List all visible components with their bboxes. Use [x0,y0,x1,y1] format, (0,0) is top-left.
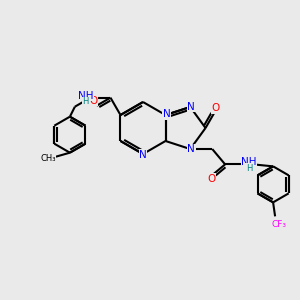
Text: CF₃: CF₃ [272,220,286,229]
Text: O: O [212,103,220,113]
Text: H: H [82,97,89,106]
Text: O: O [89,96,98,106]
Text: N: N [163,109,170,119]
Text: N: N [139,150,147,160]
Text: O: O [208,174,216,184]
Text: H: H [246,164,252,173]
Text: N: N [188,144,195,154]
Text: CH₃: CH₃ [40,154,56,163]
Text: NH: NH [78,91,93,101]
Text: NH: NH [241,158,257,167]
Text: N: N [188,102,195,112]
